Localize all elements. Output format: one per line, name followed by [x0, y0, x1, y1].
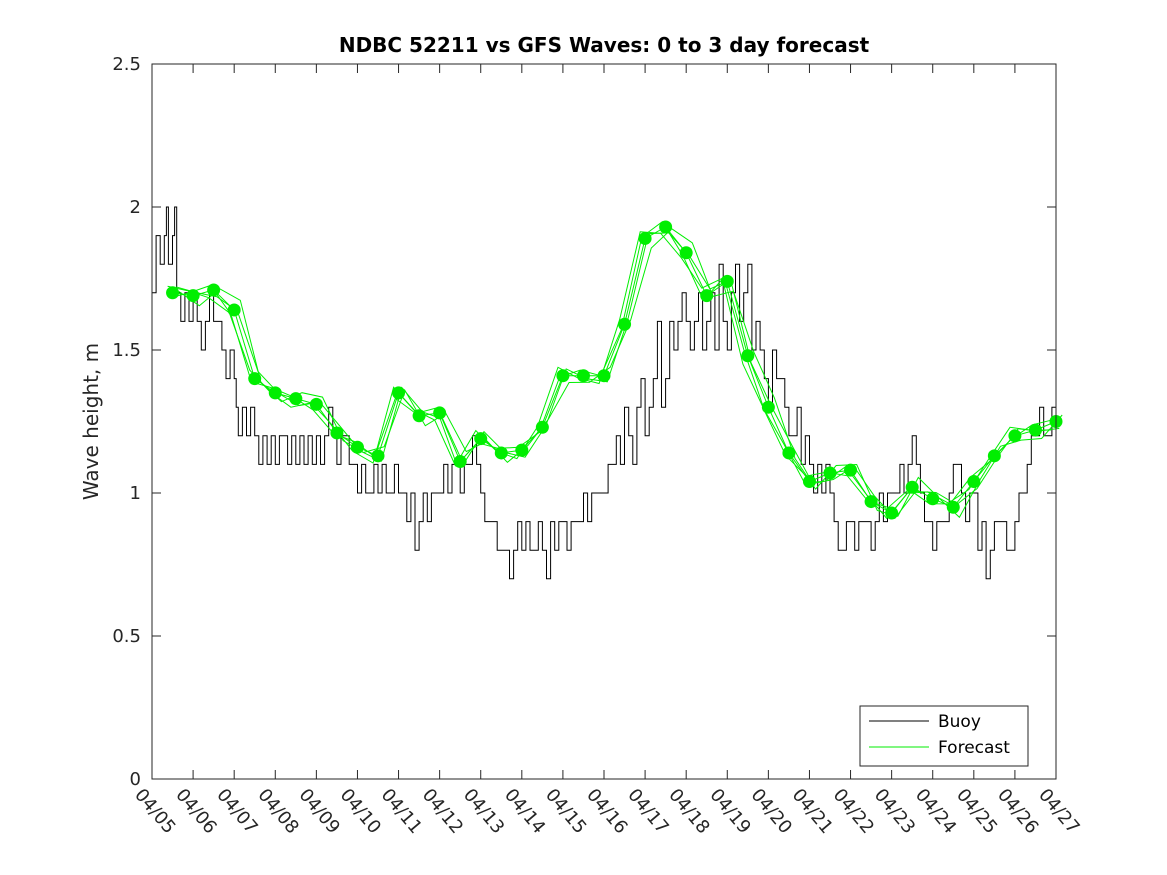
forecast-point: [186, 289, 200, 303]
x-tick-label: 04/22: [829, 785, 878, 838]
forecast-point: [618, 317, 632, 331]
x-tick-label: 04/27: [1034, 785, 1083, 838]
y-tick-label: 1: [130, 483, 141, 504]
forecast-point: [905, 480, 919, 494]
x-tick-label: 04/24: [911, 785, 960, 838]
y-axis-label: Wave height, m: [79, 343, 103, 500]
buoy-line: [152, 206, 1057, 580]
plot-area: [152, 64, 1056, 779]
forecast-point: [638, 231, 652, 245]
forecast-point: [967, 475, 981, 489]
forecast-point: [350, 440, 364, 454]
forecast-point: [453, 455, 467, 469]
x-tick-label: 04/25: [952, 785, 1001, 838]
forecast-point: [248, 372, 262, 386]
forecast-point: [987, 449, 1001, 463]
x-tick-label: 04/05: [130, 785, 179, 838]
x-tick-label: 04/20: [747, 785, 796, 838]
forecast-point: [166, 286, 180, 300]
forecast-point: [802, 475, 816, 489]
x-tick-label: 04/13: [459, 785, 508, 838]
forecast-point: [576, 369, 590, 383]
x-tick-label: 04/18: [664, 785, 713, 838]
forecast-point: [433, 406, 447, 420]
x-tick-label: 04/14: [500, 785, 549, 838]
x-tick-label: 04/07: [212, 785, 261, 838]
plot-background: [152, 64, 1056, 779]
forecast-point: [720, 274, 734, 288]
forecast-point: [392, 386, 406, 400]
forecast-point: [1028, 423, 1042, 437]
x-tick-label: 04/26: [993, 785, 1042, 838]
x-tick-label: 04/15: [541, 785, 590, 838]
forecast-point: [268, 386, 282, 400]
series-layer: [152, 206, 1063, 580]
forecast-point: [412, 409, 426, 423]
x-tick-label: 04/21: [788, 785, 837, 838]
x-tick-label: 04/11: [377, 785, 426, 838]
forecast-point: [864, 495, 878, 509]
forecast-point: [761, 400, 775, 414]
forecast-point: [289, 392, 303, 406]
forecast-point: [371, 449, 385, 463]
x-tick-label: 04/09: [295, 785, 344, 838]
legend-label-buoy: Buoy: [938, 712, 981, 732]
x-tick-label: 04/23: [870, 785, 919, 838]
x-tick-label: 04/16: [582, 785, 631, 838]
forecast-point: [474, 432, 488, 446]
forecast-point: [515, 443, 529, 457]
forecast-line-3: [169, 220, 1053, 509]
y-tick-label: 2: [130, 197, 141, 218]
forecast-point: [700, 289, 714, 303]
x-tick-label: 04/06: [171, 785, 220, 838]
forecast-point: [309, 397, 323, 411]
y-tick-label: 2.5: [112, 54, 141, 75]
forecast-point: [946, 500, 960, 514]
forecast-point: [885, 506, 899, 520]
forecast-point: [207, 283, 221, 297]
x-tick-label: 04/19: [705, 785, 754, 838]
forecast-point: [1008, 429, 1022, 443]
forecast-point: [227, 303, 241, 317]
legend-box: [859, 705, 1029, 767]
x-tick-label: 04/17: [623, 785, 672, 838]
x-tick-label: 04/10: [336, 785, 385, 838]
x-tick-label: 04/08: [253, 785, 302, 838]
forecast-point: [556, 369, 570, 383]
y-tick-label: 1.5: [112, 340, 141, 361]
x-tick-label: 04/12: [418, 785, 467, 838]
chart-title: NDBC 52211 vs GFS Waves: 0 to 3 day fore…: [339, 33, 870, 57]
forecast-point: [494, 446, 508, 460]
forecast-point: [844, 463, 858, 477]
forecast-point: [535, 420, 549, 434]
forecast-point: [679, 246, 693, 260]
y-tick-label: 0: [130, 769, 141, 790]
forecast-point: [597, 369, 611, 383]
forecast-point: [782, 446, 796, 460]
forecast-point: [741, 349, 755, 363]
forecast-point: [659, 220, 673, 234]
forecast-point: [926, 492, 940, 506]
legend: Buoy Forecast: [859, 705, 1029, 767]
forecast-point: [823, 466, 837, 480]
y-tick-label: 0.5: [112, 626, 141, 647]
legend-label-forecast: Forecast: [938, 738, 1010, 758]
forecast-point: [330, 426, 344, 440]
